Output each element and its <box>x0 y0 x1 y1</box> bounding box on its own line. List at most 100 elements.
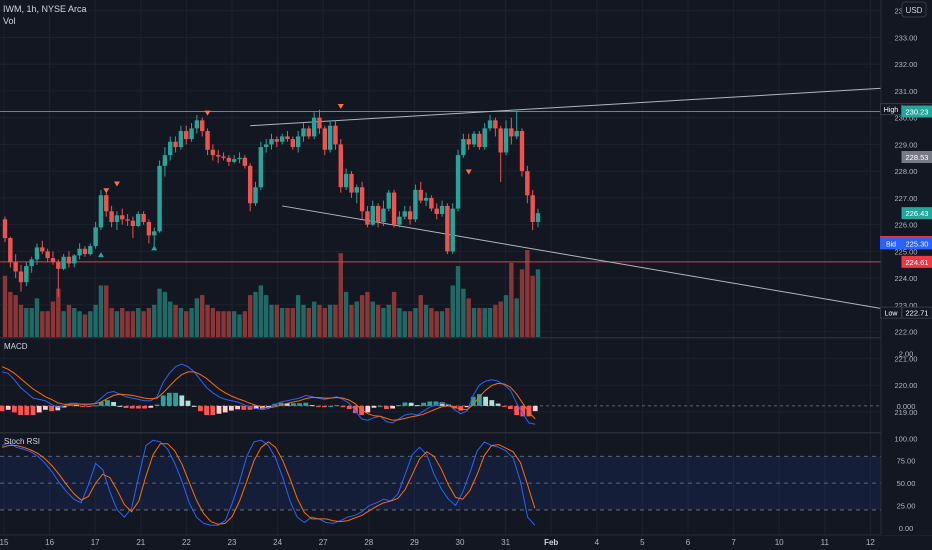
macd-histogram-bar <box>49 405 54 412</box>
candle-body <box>18 271 24 283</box>
price-label-box <box>901 306 932 319</box>
price-tick-label: 226.00 <box>895 221 918 230</box>
macd-histogram-bar <box>105 400 110 406</box>
candle-body <box>306 128 312 137</box>
macd-title: MACD <box>4 342 28 351</box>
volume-bar <box>141 311 146 337</box>
price-axis[interactable]: 234.00233.00232.00231.00230.00229.00228.… <box>880 0 932 535</box>
volume-bar <box>8 291 13 337</box>
candle-body <box>530 195 535 222</box>
volume-bar <box>402 311 407 337</box>
candle-body <box>359 187 365 212</box>
candle-body <box>77 248 82 256</box>
macd-histogram-bar <box>384 405 389 410</box>
candle-body <box>125 219 130 221</box>
time-tick-label: 22 <box>182 538 191 547</box>
candles <box>2 109 541 297</box>
candle-body <box>455 155 461 209</box>
candle-body <box>120 215 125 220</box>
volume-bar <box>381 308 386 337</box>
volume-bar <box>327 304 333 337</box>
volume-bar <box>407 311 413 337</box>
macd-histogram-bar <box>297 403 302 406</box>
time-tick-label: 17 <box>91 538 100 547</box>
price-tick-label: 229.00 <box>895 140 918 149</box>
price-tick-label: 227.00 <box>895 194 918 203</box>
stoch-k-line <box>1 439 536 526</box>
candle-body <box>29 259 34 267</box>
price-tick-label: 220.00 <box>895 381 918 390</box>
currency-button[interactable] <box>901 1 927 18</box>
macd-histogram-bar <box>334 405 340 407</box>
volume-bar <box>242 311 248 337</box>
candle-body <box>263 144 269 148</box>
price-label-box <box>901 150 932 163</box>
candle-body <box>354 187 359 193</box>
volume-bar <box>200 295 205 337</box>
candle-body <box>88 246 93 255</box>
pane-separator[interactable] <box>0 337 932 339</box>
volume-bar <box>434 311 439 337</box>
horizontal-levels[interactable] <box>0 111 881 263</box>
candle-body <box>311 117 317 137</box>
volume-bar <box>18 304 24 337</box>
candle-body <box>114 215 120 222</box>
macd-histogram-bar <box>129 405 135 409</box>
volume-bar <box>157 288 162 337</box>
stoch-rsi-title: Stoch RSI <box>4 437 40 446</box>
macd-histogram-bar <box>427 401 433 406</box>
candle-body <box>285 136 290 140</box>
pane-separator[interactable] <box>0 432 932 434</box>
macd-histogram-bar <box>526 405 532 417</box>
volume-bar <box>343 291 349 337</box>
macd-histogram-bar <box>173 392 178 406</box>
macd-histogram-bar <box>80 405 85 407</box>
candle-body <box>514 131 519 137</box>
candle-body <box>439 205 445 214</box>
candle-body <box>322 128 327 150</box>
volume-bar <box>231 311 237 337</box>
macd-histogram-bar <box>24 405 30 416</box>
candle-body <box>184 131 189 140</box>
time-axis-bg[interactable] <box>0 535 932 550</box>
volume-bar <box>274 304 280 337</box>
time-tick-label: 7 <box>731 538 736 547</box>
macd-histogram-bar <box>123 405 129 408</box>
time-tick-label: 10 <box>775 538 784 547</box>
volume-bar <box>72 308 77 337</box>
candle-body <box>34 247 40 260</box>
volume-bar <box>445 308 450 337</box>
volume-bar <box>503 295 509 337</box>
sell-signal-marker <box>103 188 110 194</box>
volume-bar <box>391 291 397 337</box>
candle-body <box>503 128 509 153</box>
candle-body <box>136 213 141 227</box>
volume-bar <box>61 311 66 337</box>
volume-bar <box>397 308 402 337</box>
pane-separators[interactable] <box>0 0 932 536</box>
volume-bar <box>205 304 210 337</box>
macd-histogram-bar <box>322 405 327 408</box>
candle-body <box>162 155 168 166</box>
volume-bar <box>152 304 157 337</box>
price-label-text: High <box>884 107 899 114</box>
macd-histogram-bar <box>501 405 507 407</box>
macd-histogram-bar <box>36 405 42 413</box>
price-label-text: Low <box>885 311 899 318</box>
time-tick-label: 31 <box>501 538 510 547</box>
candle-body <box>152 231 157 236</box>
time-axis[interactable]: 15 16 17 21 22 23 24 27 28 29 30 31 Feb 4 5 6 7 10 11 12 <box>0 535 932 550</box>
candle-body <box>231 159 237 162</box>
macd-histogram-bar <box>365 405 371 413</box>
macd-histogram-bar <box>421 402 426 406</box>
macd-histogram-bar <box>309 405 315 407</box>
candle-body <box>168 141 173 156</box>
volume-bar <box>162 291 168 337</box>
stoch-band <box>0 455 881 511</box>
currency-label: USD <box>906 6 923 15</box>
candle-body <box>178 131 184 148</box>
candle-body <box>210 149 216 156</box>
volume-bar <box>461 288 466 337</box>
candle-body <box>221 156 226 158</box>
